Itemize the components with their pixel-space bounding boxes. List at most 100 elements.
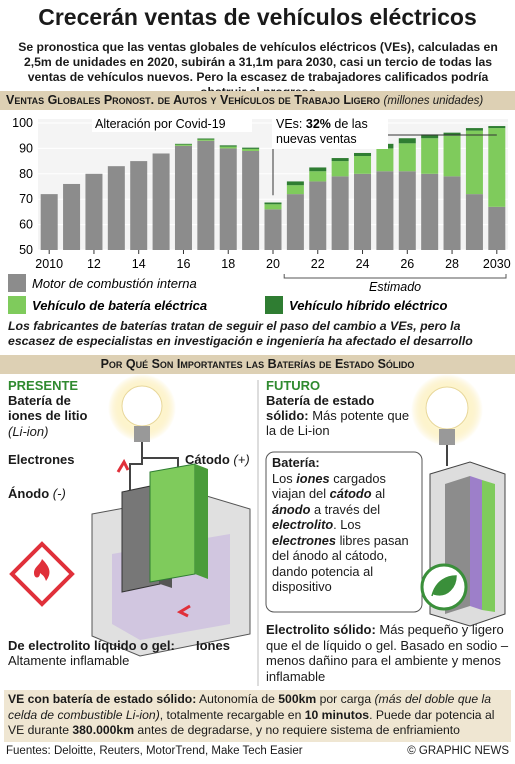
section-title: Por Qué Son Importantes las Baterías de … xyxy=(0,355,515,374)
seg: al xyxy=(371,486,386,501)
x-tick-label: 14 xyxy=(132,257,146,271)
seg: 380.000km xyxy=(72,723,135,737)
seg: electrolito xyxy=(272,517,334,532)
unit-note: (millones unidades) xyxy=(383,95,484,107)
bar-segment xyxy=(465,130,483,195)
electrolyte-note: De electrolito líquido o gel: Altamente … xyxy=(8,638,188,668)
illustration xyxy=(9,374,506,686)
solid-note: Electrolito sólido: Más pequeño y ligero… xyxy=(266,622,510,684)
y-tick-label: 100 xyxy=(12,116,33,130)
ev-note-part: de las xyxy=(331,117,368,131)
bar-segment xyxy=(309,171,327,182)
bulb xyxy=(121,385,163,427)
bar-segment xyxy=(331,176,349,250)
bar-segment xyxy=(242,148,260,151)
bar-segment xyxy=(331,158,349,162)
bar-segment xyxy=(174,145,192,250)
present-subtitle: (Li-ion) xyxy=(8,424,49,439)
seg: . Los xyxy=(333,517,361,532)
cathode-sign: (+) xyxy=(233,452,250,467)
covid-note: Alteración por Covid-19 xyxy=(95,117,226,131)
bar-segment xyxy=(398,171,416,250)
x-tick-label: 24 xyxy=(356,257,370,271)
solid-bold: Electrolito sólido: xyxy=(266,622,376,637)
seg: , totalmente recargable en xyxy=(159,707,305,722)
x-tick-label: 28 xyxy=(445,257,459,271)
x-tick-label: 18 xyxy=(221,257,235,271)
estimate-label: Estimado xyxy=(369,280,421,294)
bar-segment xyxy=(488,126,506,129)
anode-label: Ánodo (-) xyxy=(8,486,66,501)
seg: a través del xyxy=(310,501,381,517)
bar-segment xyxy=(465,194,483,250)
legend-label: Motor de combustión interna xyxy=(32,276,197,291)
cell-cathode xyxy=(482,480,495,612)
seg: ánodo xyxy=(272,501,311,517)
bar-segment xyxy=(197,138,215,140)
future-title: Batería de estado sólido: Más potente qu… xyxy=(266,393,416,438)
bar-segment xyxy=(174,144,192,146)
bar-segment xyxy=(421,134,439,139)
bar-segment xyxy=(107,166,125,250)
bar-segment xyxy=(286,194,304,250)
ev-note: VEs: 32% de las nuevas ventas xyxy=(276,117,368,146)
seg: Batería: xyxy=(272,455,320,470)
credit: © GRAPHIC NEWS xyxy=(407,745,509,757)
seg: antes de degradarse, y no requiere siste… xyxy=(134,723,460,737)
text-box xyxy=(265,451,423,613)
bar-segment xyxy=(130,161,148,250)
electrolyte-text: Altamente inflamable xyxy=(8,653,130,668)
bar-segment xyxy=(354,156,372,174)
bar-segment xyxy=(421,138,439,174)
bar-segment xyxy=(488,206,506,250)
bar-segment xyxy=(465,128,483,131)
bar-segment xyxy=(63,183,81,250)
bulb xyxy=(425,386,469,430)
x-tick-label: 26 xyxy=(400,257,414,271)
bar-segment xyxy=(488,128,506,207)
electrolyte-bold: De electrolito líquido o gel: xyxy=(8,638,175,653)
bar-segment xyxy=(219,146,237,149)
bar-segment xyxy=(264,204,282,210)
bar-segment xyxy=(40,194,58,250)
caption: Los fabricantes de baterías tratan de se… xyxy=(8,319,473,348)
seg: electrones xyxy=(272,532,337,548)
anode-text: Ánodo xyxy=(8,486,50,501)
leaf xyxy=(431,575,457,597)
x-tick-label: 22 xyxy=(311,257,325,271)
bar-segment xyxy=(242,147,260,149)
seg: 10 minutos xyxy=(304,707,370,722)
bar-segment xyxy=(398,143,416,172)
bar-segment xyxy=(354,152,372,157)
bar-segment xyxy=(309,181,327,250)
seg: cátodo xyxy=(329,486,372,501)
x-tick-label: 12 xyxy=(87,257,101,271)
cathode-text: Cátodo xyxy=(185,452,230,467)
seg: iones xyxy=(296,470,330,486)
title: Crecerán ventas de vehículos eléctricos xyxy=(38,4,477,30)
y-tick-label: 70 xyxy=(19,192,33,206)
chart-title: Ventas Globales Pronost. de Autos y Vehí… xyxy=(6,93,380,107)
chart: 50 60 70 80 90 100 2010 12 14 16 18 20 22 24 26 28 2030 E… xyxy=(8,115,511,314)
note-bg xyxy=(92,115,252,132)
bar-segment xyxy=(354,173,372,250)
seg: 500km xyxy=(278,692,317,706)
bar-segment xyxy=(443,135,461,177)
solid-text: Más pequeño y ligero que el de líquido o… xyxy=(266,622,509,684)
future-title-bold: Batería de estado sólido: xyxy=(266,393,375,423)
ev-note-part: 32% xyxy=(306,117,331,131)
battery-text: Batería: Los iones cargados viajan del cá… xyxy=(272,455,418,595)
bar-segment xyxy=(443,132,461,136)
seg: (más del doble que la celda de combustib… xyxy=(8,692,492,722)
sources: Fuentes: Deloitte, Reuters, MotorTrend, … xyxy=(6,745,303,757)
future-title-text: Más potente que la de Li-ion xyxy=(266,408,410,438)
seg: Autonomía de xyxy=(196,692,279,706)
x-tick-label: 20 xyxy=(266,257,280,271)
bar-segment xyxy=(331,161,349,177)
seg: Los xyxy=(272,470,297,486)
present-title: Batería de iones de litio xyxy=(8,393,88,423)
bar-segment xyxy=(242,150,260,250)
legend-label: Vehículo de batería eléctrica xyxy=(32,298,207,313)
bar-segment xyxy=(219,148,237,250)
